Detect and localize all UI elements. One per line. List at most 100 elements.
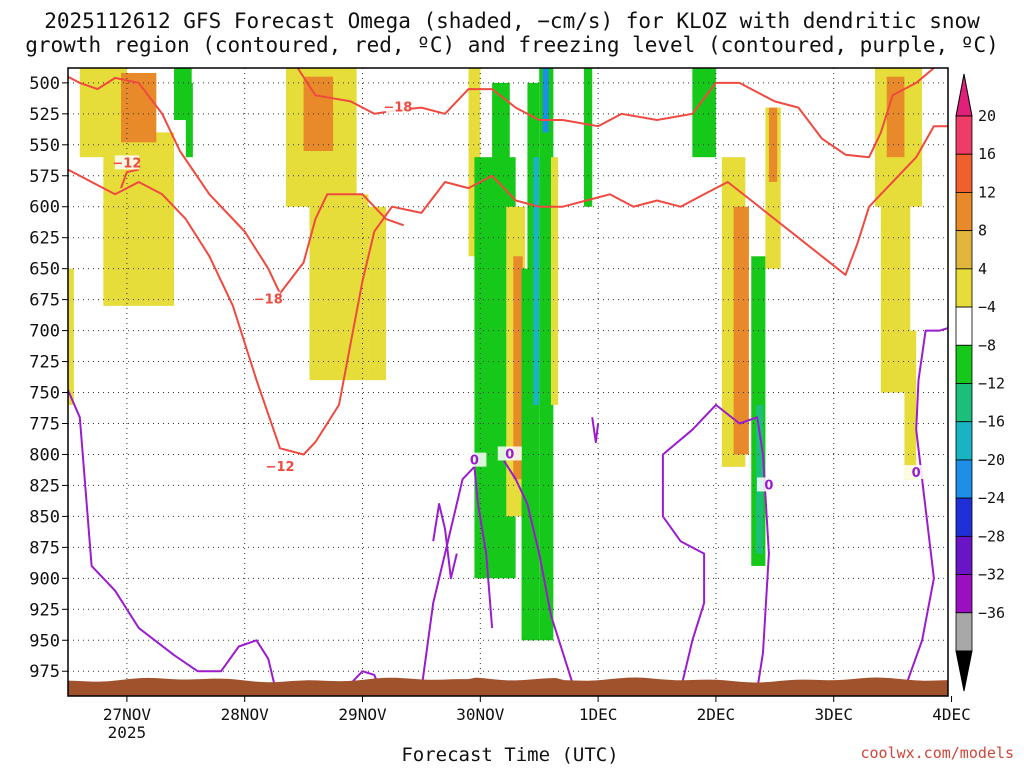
omega-cell-21 [583, 68, 593, 207]
x-tick-label-29NOV: 29NOV [338, 705, 387, 724]
omega-cell-2 [68, 268, 74, 405]
dgz-label-bg-0 [256, 291, 281, 306]
y-tick-label-825: 825 [29, 476, 60, 496]
y-tick-label-925: 925 [29, 600, 60, 620]
chart-title-line1: 2025112612 GFS Forecast Omega (shaded, −… [44, 9, 980, 33]
dgz-label-1: −18 [383, 101, 412, 116]
colorbar-bottom-cap [955, 650, 973, 692]
y-tick-label-725: 725 [29, 353, 60, 373]
freezing-line-5 [591, 417, 600, 444]
terrain-band [68, 677, 948, 696]
freezing-contours: 0 0 0 0 [67, 327, 949, 691]
y-tick-label-600: 600 [29, 198, 60, 218]
omega-cell-14 [513, 256, 523, 480]
colorbar-label-0: 20 [978, 107, 996, 125]
colorbar-swatch-8 [955, 421, 973, 461]
credit-link[interactable]: coolwx.com/models [860, 744, 1014, 762]
colorbar-label-6: −8 [978, 336, 996, 354]
omega-cell-12 [492, 82, 510, 529]
freezing-label-bg-7 [904, 465, 929, 480]
colorbar-label-7: −12 [978, 375, 1005, 393]
colorbar-label-2: 12 [978, 183, 996, 201]
omega-cell-19 [542, 68, 549, 133]
dgz-line-2 [67, 125, 948, 456]
colorbar-swatch-9 [955, 459, 973, 499]
x-tick-label-3DEC: 3DEC [814, 705, 853, 724]
freezing-label-6: 0 [764, 478, 773, 493]
freezing-label-7: 0 [912, 466, 921, 481]
freezing-line-7 [903, 327, 949, 691]
y-tick-label-900: 900 [29, 569, 60, 589]
colorbar: 20 16 12 8 4 −4 −8 −12 −16 −20 −24 −28 −32 −36 [955, 73, 1005, 692]
colorbar-swatch-11 [955, 535, 973, 575]
y-tick-label-525: 525 [29, 105, 60, 125]
x-axis-label: Forecast Time (UTC) [401, 744, 619, 766]
y-tick-label-550: 550 [29, 136, 60, 156]
freezing-label-bg-2 [462, 452, 487, 467]
y-tick-label-700: 700 [29, 322, 60, 342]
colorbar-label-3: 8 [978, 222, 987, 240]
x-tick-label-28NOV: 28NOV [221, 705, 270, 724]
dgz-label-bg-3 [114, 155, 139, 170]
freezing-line-4 [503, 460, 576, 691]
colorbar-label-12: −32 [978, 566, 1005, 584]
colorbar-swatch-12 [955, 574, 973, 614]
y-tick-label-625: 625 [29, 229, 60, 249]
freezing-line-6 [661, 403, 770, 691]
y-tick-label-950: 950 [29, 631, 60, 651]
x-tick-label-27NOV: 27NOV [103, 705, 152, 724]
omega-cell-31 [886, 76, 905, 158]
y-tick-label-675: 675 [29, 291, 60, 311]
omega-cell-32 [904, 330, 917, 480]
plot-frame [67, 67, 949, 697]
colorbar-label-11: −28 [978, 527, 1005, 545]
omega-shading [68, 68, 923, 641]
colorbar-label-5: −4 [978, 298, 996, 316]
colorbar-top-cap [955, 73, 973, 117]
y-tick-label-750: 750 [29, 384, 60, 404]
dgz-label-0: −18 [254, 293, 283, 308]
colorbar-label-9: −20 [978, 451, 1005, 469]
omega-cell-22 [692, 68, 716, 158]
freezing-line-3 [432, 503, 458, 580]
freezing-line-2 [420, 465, 494, 690]
colorbar-swatch-13 [955, 612, 973, 652]
colorbar-swatch-10 [955, 497, 973, 537]
freezing-label-4: 0 [505, 447, 514, 462]
omega-cell-20 [550, 157, 559, 405]
y-tick-label-650: 650 [29, 260, 60, 280]
dgz-label-3: −12 [112, 156, 141, 171]
y-tick-label-850: 850 [29, 507, 60, 527]
colorbar-swatch-5 [955, 306, 973, 346]
y-tick-label-575: 575 [29, 167, 60, 187]
dgz-line-0 [67, 75, 405, 295]
axes: 500 525 550 575 600 625 650 675 700 725 750 775 800 8… [29, 67, 971, 742]
omega-cell-24 [733, 206, 749, 455]
dgz-contours: −18 −18 −12 −12 [67, 67, 948, 475]
dgz-label-bg-1 [385, 99, 410, 114]
y-tick-label-875: 875 [29, 538, 60, 558]
x-tick-label-1DEC: 1DEC [579, 705, 618, 724]
colorbar-swatch-0 [955, 115, 973, 155]
omega-cell-17 [533, 157, 540, 405]
colorbar-label-4: 4 [978, 260, 987, 278]
dgz-label-2: −12 [266, 460, 295, 475]
x-tick-label-4DEC: 4DEC [932, 705, 971, 724]
freezing-label-2: 0 [470, 454, 479, 469]
omega-cell-7 [309, 194, 369, 381]
y-tick-label-800: 800 [29, 445, 60, 465]
colorbar-label-10: −24 [978, 489, 1005, 507]
colorbar-swatch-2 [955, 192, 973, 232]
y-tick-label-975: 975 [29, 662, 60, 682]
y-tick-label-775: 775 [29, 414, 60, 434]
omega-cell-5 [185, 82, 193, 158]
colorbar-swatch-3 [955, 230, 973, 270]
colorbar-swatch-1 [955, 153, 973, 193]
terrain-fill [68, 677, 948, 696]
colorbar-swatch-4 [955, 268, 973, 308]
colorbar-swatch-6 [955, 344, 973, 384]
omega-cell-18 [539, 68, 554, 641]
omega-cell-9 [368, 206, 387, 381]
colorbar-label-8: −16 [978, 413, 1005, 431]
